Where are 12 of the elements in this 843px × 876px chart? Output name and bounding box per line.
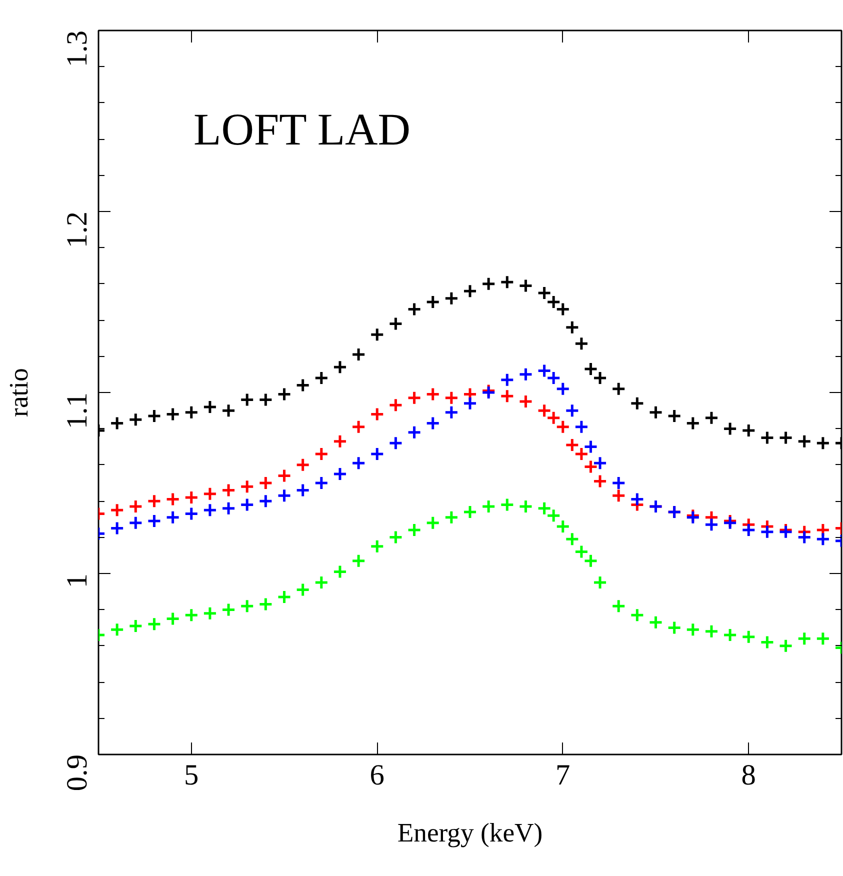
y-tick-label: 1.1 [62, 392, 94, 430]
y-axis-title: ratio [4, 368, 34, 417]
x-tick-label: 6 [370, 760, 384, 792]
x-tick-label: 8 [741, 760, 756, 792]
y-tick-label: 1.2 [62, 211, 94, 248]
x-tick-label: 7 [556, 760, 570, 792]
y-tick-label: 0.9 [62, 754, 94, 792]
y-tick-label: 1 [62, 573, 94, 588]
x-tick-label: 5 [184, 760, 199, 792]
annotation: LOFT LAD [194, 104, 410, 154]
y-tick-label: 1.3 [62, 30, 94, 68]
x-axis-title: Energy (keV) [397, 818, 543, 848]
